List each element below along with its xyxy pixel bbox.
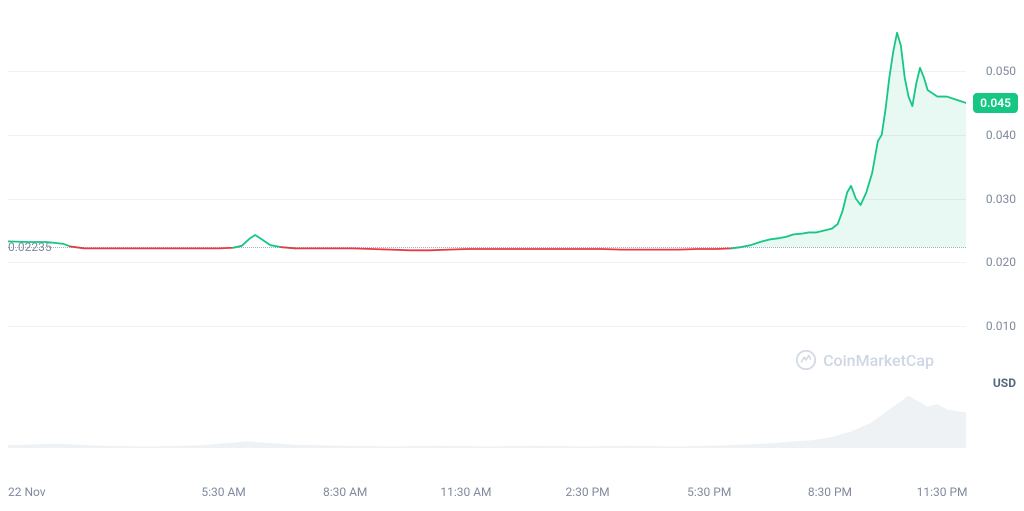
y-axis-tick-label: 0.040 [986, 128, 1016, 142]
coinmarketcap-icon [795, 349, 817, 371]
price-line [8, 0, 966, 395]
x-axis-tick-label: 5:30 AM [201, 485, 245, 499]
y-axis-tick-label: 0.020 [986, 255, 1016, 269]
currency-label: USD [993, 376, 1016, 390]
x-axis-tick-label: 11:30 PM [917, 485, 968, 499]
x-axis-tick-label: 22 Nov [8, 485, 46, 499]
y-axis-tick-label: 0.030 [986, 192, 1016, 206]
x-axis-tick-label: 2:30 PM [565, 485, 609, 499]
x-axis-tick-label: 11:30 AM [440, 485, 491, 499]
x-axis-tick-label: 8:30 AM [323, 485, 367, 499]
watermark-text: CoinMarketCap [823, 351, 934, 370]
price-chart[interactable]: 0.02235 0.045 0.0100.0200.0300.0400.050 … [0, 0, 1024, 511]
watermark: CoinMarketCap [795, 349, 934, 371]
y-axis-tick-label: 0.010 [986, 319, 1016, 333]
current-price-badge: 0.045 [973, 93, 1018, 113]
x-axis-tick-label: 8:30 PM [808, 485, 852, 499]
y-axis-tick-label: 0.050 [986, 64, 1016, 78]
volume-area [8, 393, 966, 448]
x-axis-tick-label: 5:30 PM [687, 485, 731, 499]
